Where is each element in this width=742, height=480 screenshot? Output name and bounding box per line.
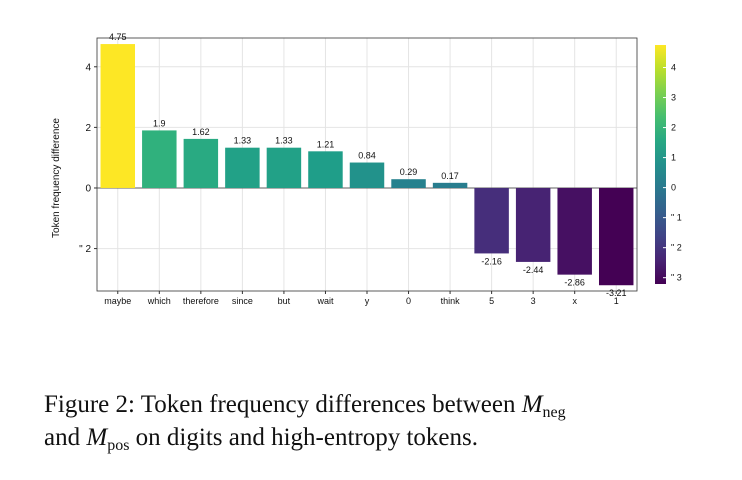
data-label: -2.86 [564, 278, 585, 288]
bar-which [142, 130, 177, 188]
axes: 4 2 0 " 2 maybe which therefore since but wait y 0 t… [79, 37, 638, 306]
y-tick-label: 4 [85, 62, 91, 73]
bar-0 [391, 179, 426, 188]
bars [100, 44, 634, 286]
caption-line2-prefix: and [44, 424, 87, 451]
bar-y [349, 162, 385, 188]
data-label: -2.44 [523, 265, 544, 275]
colorbar-tick-label: " 3 [671, 273, 682, 283]
colorbar-tick-label: 4 [671, 63, 676, 73]
x-tick-label: which [147, 296, 171, 306]
caption-suffix: on digits and high-entropy tokens. [129, 424, 478, 451]
bar-think [432, 182, 468, 188]
bar-wait [308, 151, 343, 188]
colorbar-tick-label: 2 [671, 123, 676, 133]
data-label: 1.62 [192, 127, 210, 137]
caption-m-pos-subscript: pos [107, 437, 130, 454]
data-label: 4.75 [109, 32, 127, 42]
data-label: 0.17 [441, 171, 459, 181]
x-tick-label: but [278, 296, 291, 306]
x-tick-label: x [572, 296, 577, 306]
x-tick-label: therefore [183, 296, 219, 306]
y-tick-label: " 2 [79, 244, 91, 255]
colorbar-tick-label: 1 [671, 153, 676, 163]
data-label: -3.21 [606, 288, 627, 298]
figure-caption: Figure 2: Token frequency differences be… [44, 388, 724, 454]
data-label: 1.9 [153, 118, 166, 128]
x-tick-label: wait [316, 296, 334, 306]
data-label: 0.84 [358, 151, 376, 161]
colorbar-tick-label: " 2 [671, 243, 682, 253]
y-axis-label: Token frequency difference [51, 118, 62, 238]
colorbar-tick-label: 3 [671, 93, 676, 103]
data-label: 0.29 [400, 167, 418, 177]
colorbar-gradient [655, 45, 666, 284]
x-tick-label: 0 [406, 296, 411, 306]
data-label: -2.16 [481, 256, 502, 266]
data-labels: 4.75 1.9 1.62 1.33 1.33 1.21 0.84 0.29 0.17 -2.16… [109, 32, 626, 298]
caption-prefix: Figure 2: Token frequency differences be… [44, 391, 522, 418]
x-tick-label: since [232, 296, 253, 306]
bar-but [266, 147, 302, 188]
caption-m-neg: M [521, 391, 543, 418]
x-tick-label: y [365, 296, 370, 306]
x-tick-label: think [441, 296, 461, 306]
data-label: 1.33 [234, 136, 252, 146]
bar-5 [474, 187, 509, 254]
bar-x [557, 187, 592, 275]
colorbar-tick-label: " 1 [671, 213, 682, 223]
y-tick-label: 2 [85, 123, 91, 134]
bar-chart: 4 2 0 " 2 maybe which therefore since but wait y 0 t… [51, 32, 682, 306]
caption-m-neg-subscript: neg [542, 404, 566, 421]
colorbar: 4 3 2 1 0 " 1 " 2 " 3 [655, 45, 682, 284]
x-tick-label: maybe [104, 296, 131, 306]
bar-maybe [100, 44, 136, 188]
data-label: 1.21 [317, 139, 335, 149]
bar-3 [515, 187, 551, 262]
x-tick-label: 1 [614, 296, 619, 306]
bar-therefore [183, 138, 219, 188]
data-label: 1.33 [275, 136, 293, 146]
x-tick-label: 5 [489, 296, 494, 306]
bar-since [225, 147, 260, 188]
bar-1 [598, 187, 634, 286]
caption-m-pos: M [86, 424, 108, 451]
colorbar-tick-label: 0 [671, 183, 676, 193]
y-tick-label: 0 [85, 183, 91, 194]
plot-frame [96, 37, 638, 292]
x-tick-label: 3 [531, 296, 536, 306]
